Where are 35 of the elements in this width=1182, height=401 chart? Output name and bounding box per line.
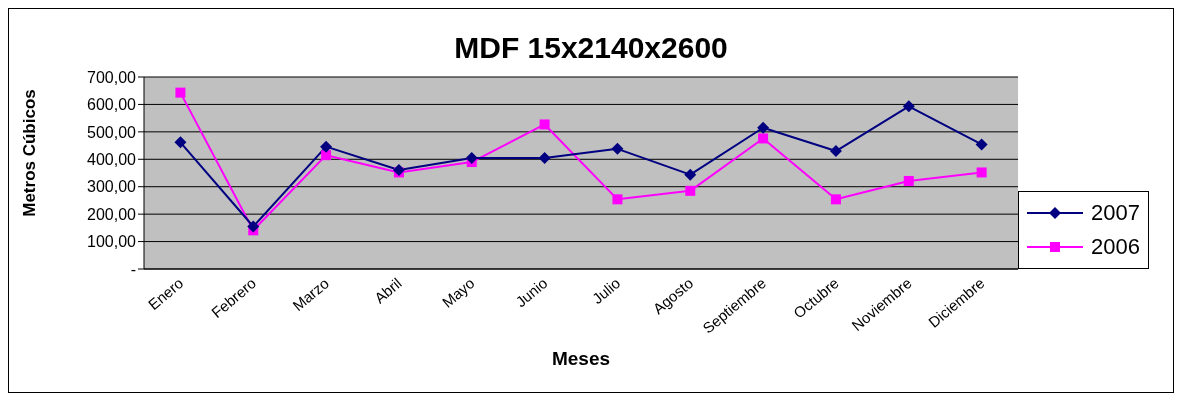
point bbox=[320, 140, 333, 153]
point bbox=[611, 142, 624, 155]
point bbox=[612, 194, 623, 205]
y-tick-label: 500,00 bbox=[87, 123, 137, 141]
y-tick-label: 400,00 bbox=[87, 150, 137, 168]
y-tick-label: - bbox=[130, 260, 136, 278]
point bbox=[757, 121, 770, 134]
x-tick-label: Julio bbox=[588, 274, 624, 308]
y-tick-label: 700,00 bbox=[87, 68, 137, 86]
y-tick-label: 300,00 bbox=[87, 178, 137, 196]
point bbox=[321, 150, 332, 161]
y-tick-label: 600,00 bbox=[87, 96, 137, 114]
point bbox=[976, 167, 987, 178]
point bbox=[758, 133, 769, 144]
point bbox=[247, 220, 260, 233]
chart-title: MDF 15x2140x2600 bbox=[454, 31, 728, 64]
point bbox=[829, 145, 842, 158]
point bbox=[538, 151, 551, 164]
point bbox=[685, 185, 696, 196]
point bbox=[903, 175, 914, 186]
point bbox=[684, 168, 697, 181]
point bbox=[174, 136, 187, 149]
legend-label: 2007 bbox=[1090, 199, 1140, 227]
point bbox=[539, 119, 550, 130]
y-tick-label: 100,00 bbox=[87, 233, 137, 251]
point bbox=[465, 151, 478, 164]
legend-label: 2006 bbox=[1090, 233, 1140, 261]
point bbox=[830, 194, 841, 205]
point bbox=[902, 100, 915, 113]
point bbox=[175, 87, 186, 98]
point bbox=[975, 138, 988, 151]
y-axis-title: Metros Cúbicos bbox=[20, 89, 40, 217]
point bbox=[392, 163, 405, 176]
x-axis-title: Meses bbox=[551, 348, 611, 369]
y-tick-label: 200,00 bbox=[87, 205, 137, 223]
